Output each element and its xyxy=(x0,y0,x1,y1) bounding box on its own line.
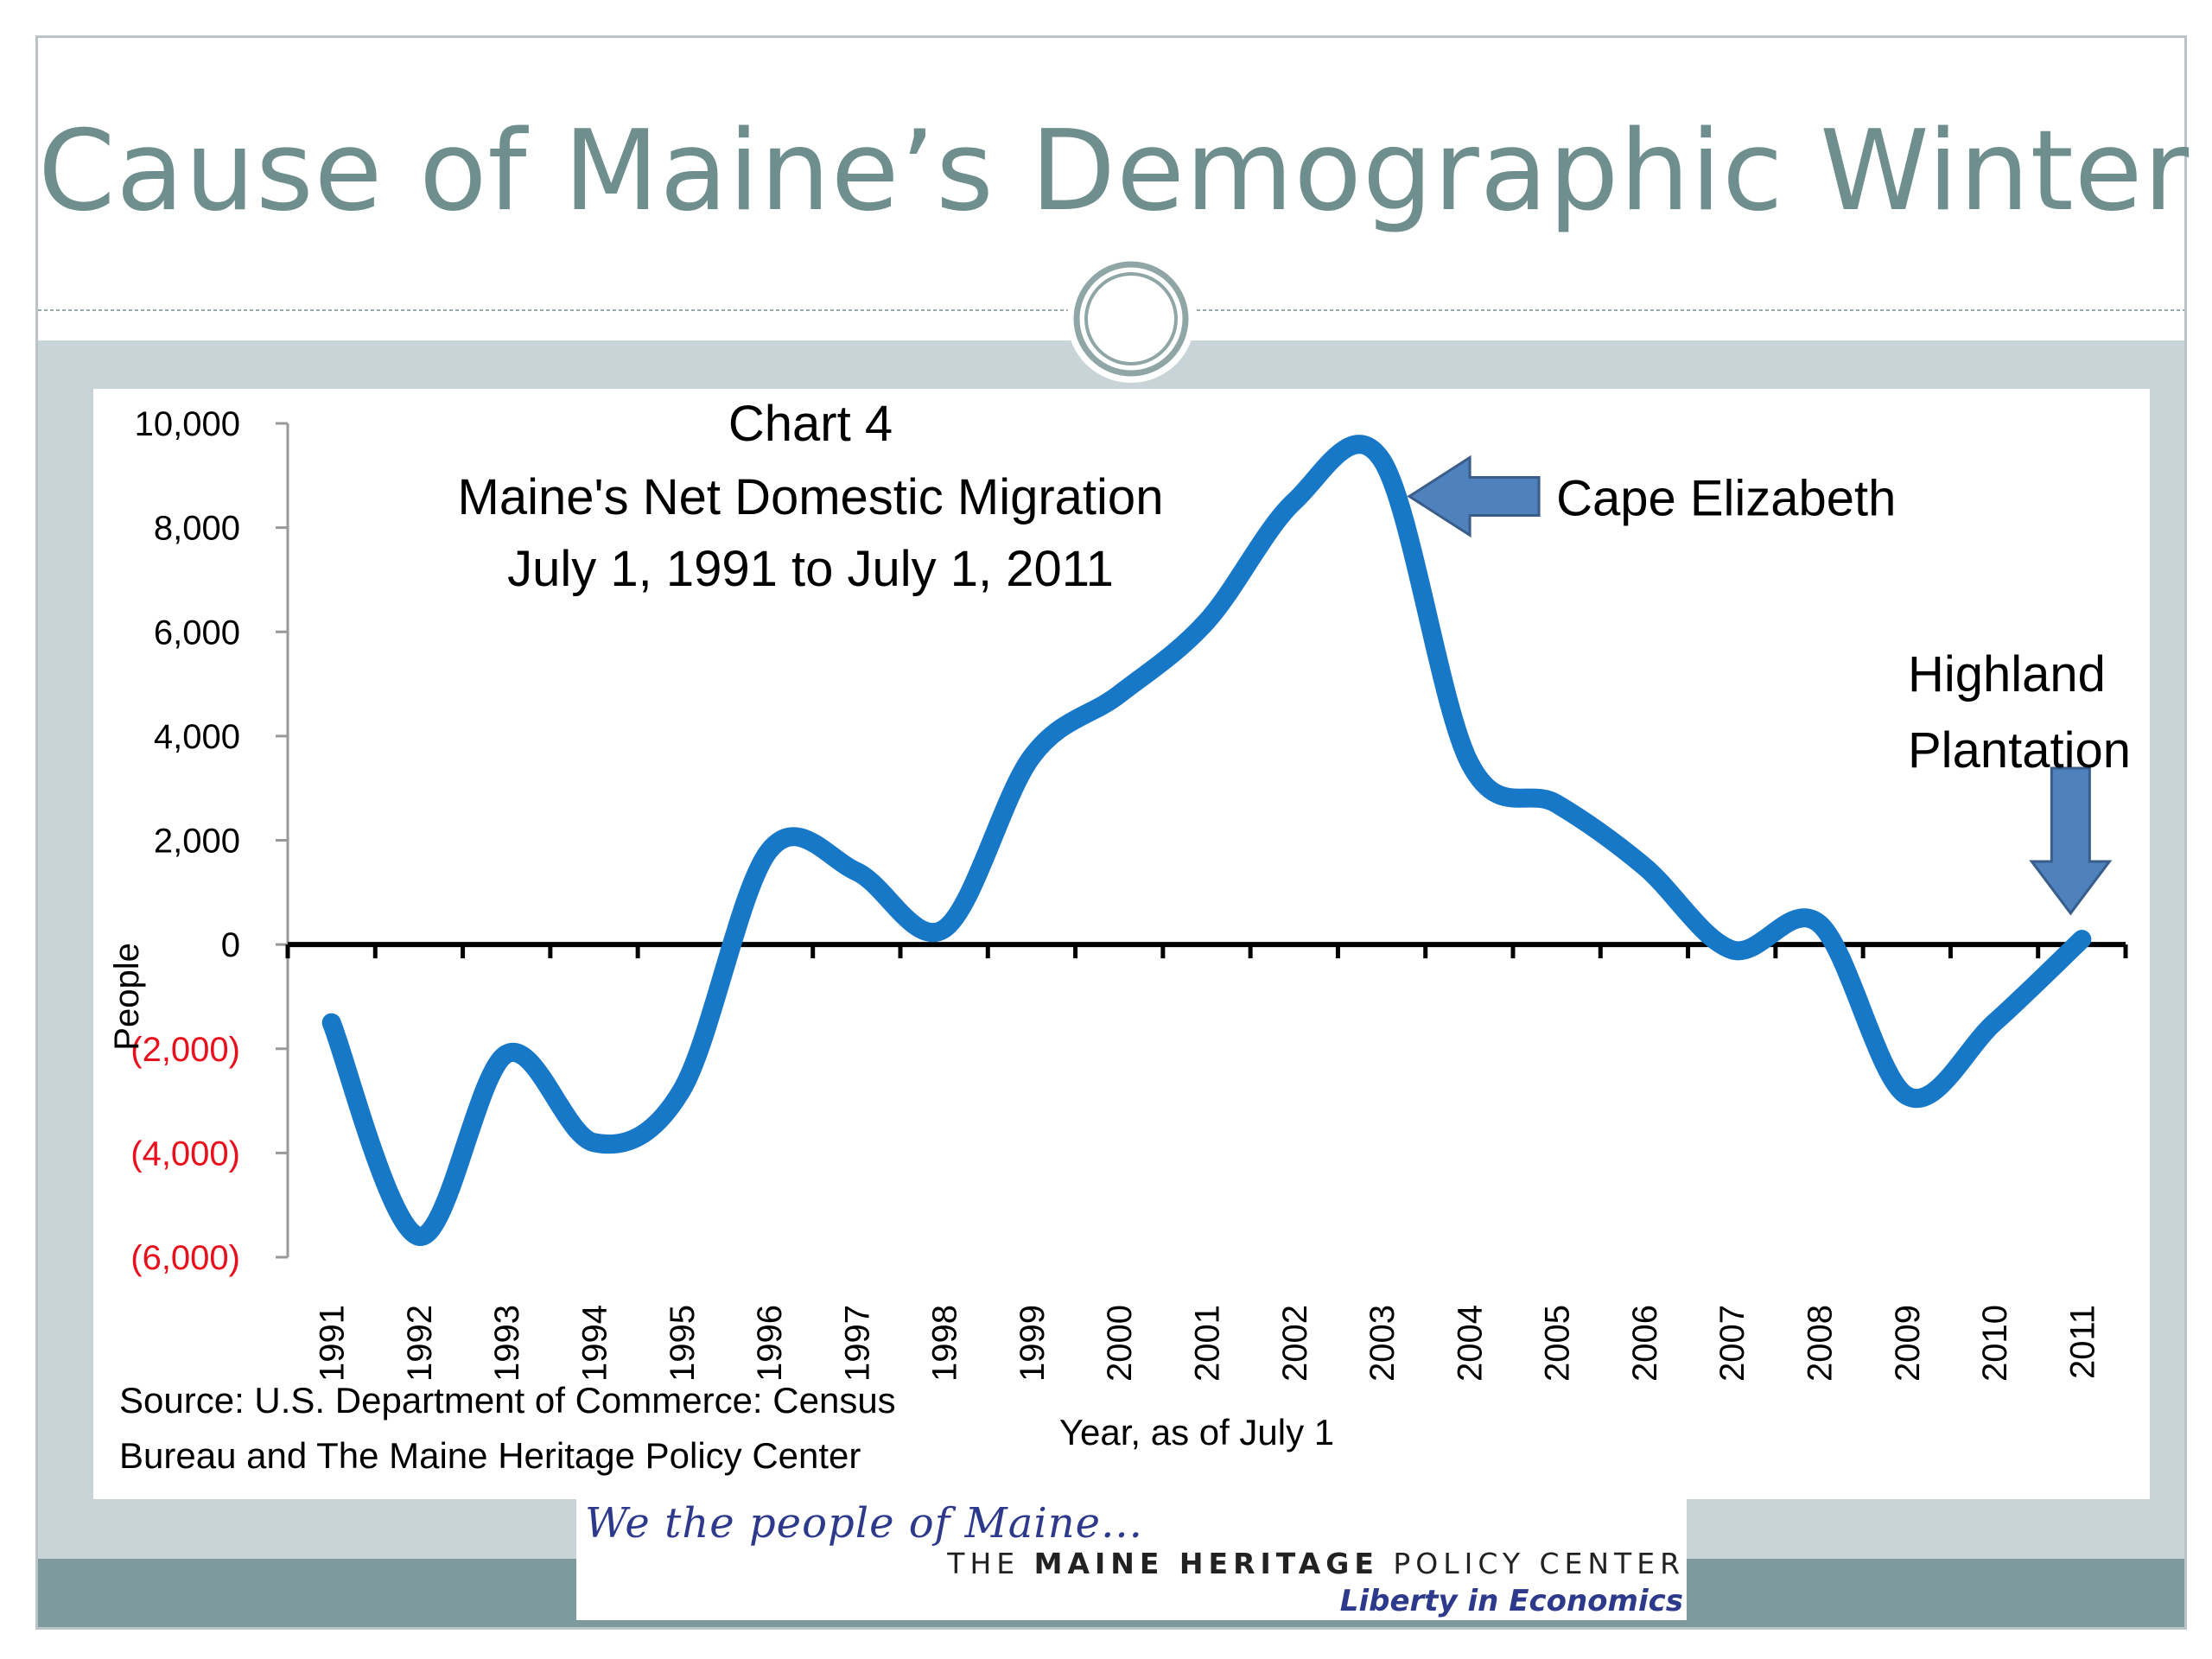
x-tick-label: 2009 xyxy=(1889,1305,1927,1382)
x-tick-label: 1991 xyxy=(314,1305,352,1382)
x-tick-label: 2006 xyxy=(1626,1305,1664,1382)
y-tick-label: 8,000 xyxy=(154,510,240,548)
chart-title-line: July 1, 1991 to July 1, 2011 xyxy=(507,541,1114,597)
chart-text: Chart 4 Maine's Net Domestic Migration Jul… xyxy=(119,396,1163,1476)
x-tick-label: 2000 xyxy=(1101,1305,1139,1382)
chart-title-line: Maine's Net Domestic Migration xyxy=(458,469,1164,525)
x-tick-label: 2003 xyxy=(1363,1305,1402,1382)
x-tick-label: 1998 xyxy=(926,1305,964,1382)
y-axis-label: People xyxy=(108,943,146,1051)
annotations: Cape Elizabeth Highland Plantation xyxy=(1407,454,2131,916)
x-tick-label: 1999 xyxy=(1014,1305,1052,1382)
logo-script: We the people of Maine... xyxy=(585,1499,1143,1548)
x-tick-label: 2004 xyxy=(1451,1305,1489,1382)
x-tick-label: 1992 xyxy=(401,1305,439,1382)
x-tick-label: 2011 xyxy=(2063,1305,2101,1379)
down-arrow-icon xyxy=(2029,766,2113,916)
x-tick-label: 2010 xyxy=(1976,1305,2014,1382)
logo-org-name: THE MAINE HERITAGE POLICY CENTER xyxy=(947,1547,1685,1580)
y-tick-label: (2,000) xyxy=(130,1031,240,1069)
logo: We the people of Maine... THE MAINE HERI… xyxy=(576,1499,1687,1620)
x-tick-label: 1997 xyxy=(838,1305,876,1382)
x-tick-label: 2005 xyxy=(1539,1305,1577,1382)
x-tick-label: 2002 xyxy=(1276,1305,1314,1382)
y-tick-label: (6,000) xyxy=(130,1239,240,1277)
logo-tagline: Liberty in Economics xyxy=(1339,1584,1683,1618)
x-tick-label: 1993 xyxy=(488,1305,526,1382)
source-note-line: Bureau and The Maine Heritage Policy Cen… xyxy=(119,1435,861,1476)
header-divider xyxy=(38,309,2184,311)
x-tick-label: 1995 xyxy=(664,1305,702,1382)
chart-title-line: Chart 4 xyxy=(728,396,893,452)
x-tick-label: 1996 xyxy=(751,1305,789,1382)
y-axis: 10,000 8,000 6,000 4,000 2,000 0 (2,000) (4,000… xyxy=(108,405,289,1277)
source-note-line: Source: U.S. Department of Commerce: Cen… xyxy=(119,1380,896,1421)
y-tick-label: 4,000 xyxy=(154,718,240,756)
x-tick-label: 2001 xyxy=(1189,1305,1227,1382)
annotation-cape-elizabeth: Cape Elizabeth xyxy=(1556,470,1896,526)
x-axis-label: Year, as of July 1 xyxy=(1059,1412,1334,1452)
y-tick-label: 0 xyxy=(221,926,240,964)
slide-title: Cause of Maine’s Demographic Winter xyxy=(38,107,2190,236)
annotation-highland-plantation: Plantation xyxy=(1908,722,2131,779)
series xyxy=(321,435,2092,1246)
y-tick-label: 10,000 xyxy=(135,405,240,443)
annotation-highland-plantation: Highland xyxy=(1908,646,2106,702)
y-tick-label: 2,000 xyxy=(154,823,240,861)
x-tick-label: 2008 xyxy=(1802,1305,1840,1382)
x-tick-label: 2007 xyxy=(1713,1305,1751,1382)
header-ornament-circle xyxy=(1067,255,1195,383)
x-tick-label: 1994 xyxy=(576,1305,614,1382)
chart: 10,000 8,000 6,000 4,000 2,000 0 (2,000) (4,000… xyxy=(93,389,2150,1499)
left-arrow-icon xyxy=(1407,454,1541,538)
y-tick-label: 6,000 xyxy=(154,613,240,652)
y-tick-label: (4,000) xyxy=(130,1135,240,1173)
series-line xyxy=(321,435,2092,1246)
x-axis: 1991 1992 1993 1994 1995 1996 1997 1998 1999 2000… xyxy=(285,942,2128,1452)
